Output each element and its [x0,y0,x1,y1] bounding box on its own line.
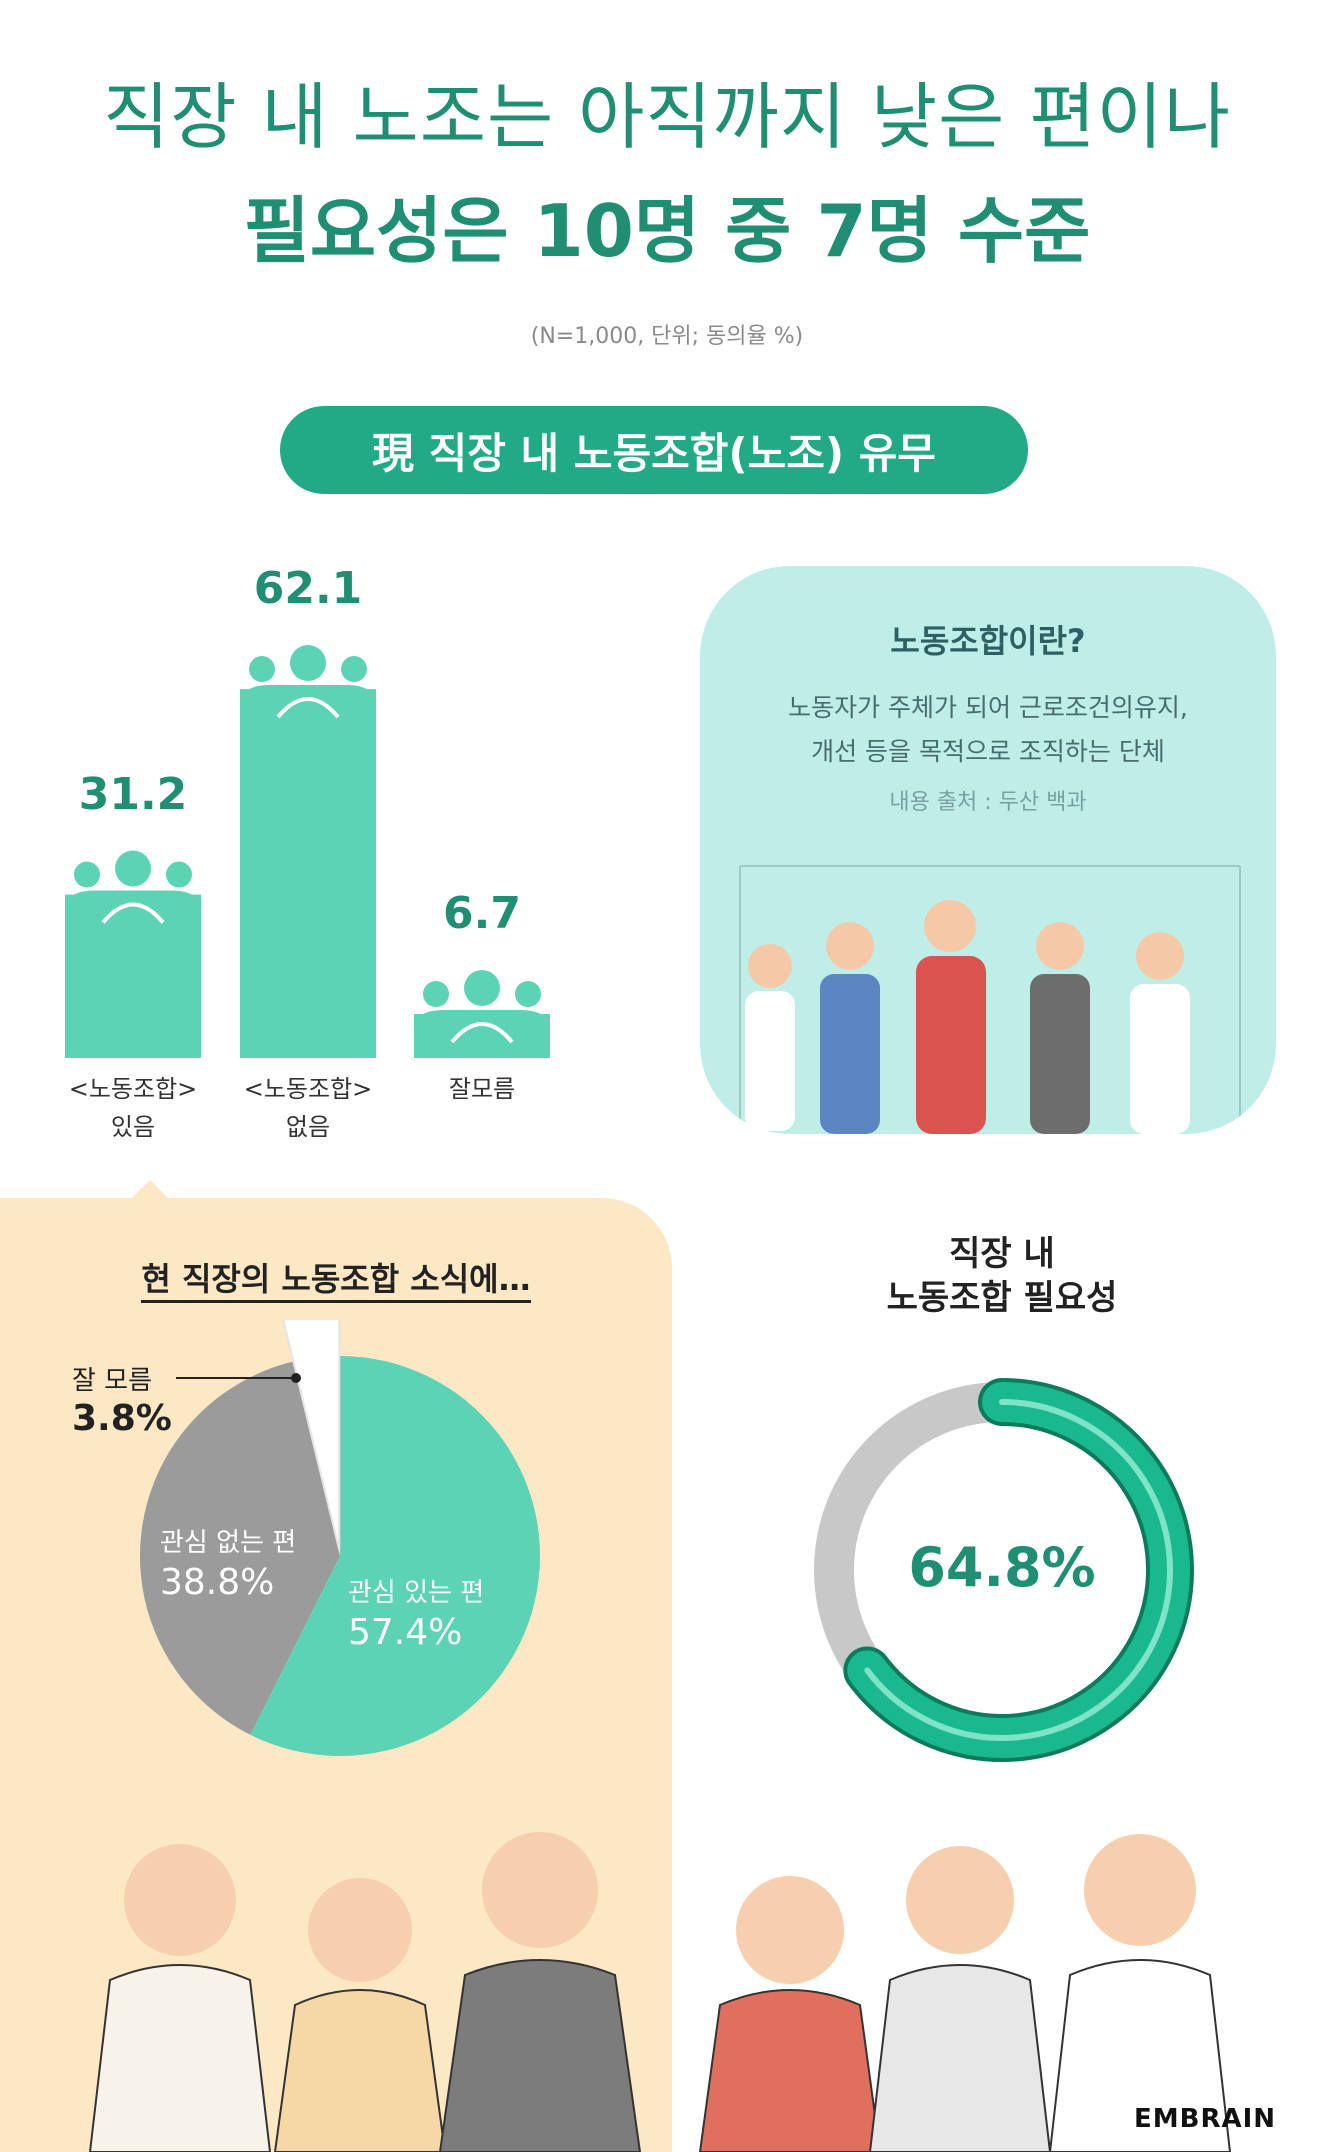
donut-value: 64.8% [908,1536,1096,1599]
pie-label-unknown: 잘 모름 [72,1366,153,1396]
pie-title-text: 현 직장의 노동조합 소식에… [141,1260,531,1303]
bar-category-line: <노동조합> [243,1075,373,1103]
headline-line2: 필요성은 10명 중 7명 수준 [243,189,1091,273]
bar-rect [240,689,376,1058]
definition-source: 내용 출처 : 두산 백과 [889,790,1087,815]
bar-category-label: 잘모름 [387,1070,577,1108]
pie-value-unknown: 3.8% [72,1398,172,1439]
definition-body: 노동자가 주체가 되어 근로조건의유지, 개선 등을 목적으로 조직하는 단체 [700,686,1276,774]
interest-pie-chart [140,1320,540,1756]
bar-category-line: 잘모름 [448,1075,516,1103]
bar-0 [65,850,201,1058]
thumbs-up-people-illustration [88,1832,1232,2152]
definition-line2: 개선 등을 목적으로 조직하는 단체 [811,737,1165,766]
donut-title-line2: 노동조합 필요성 [886,1278,1118,1318]
bar-category-label: <노동조합> 없음 [213,1070,403,1146]
pie-value-interested: 57.4% [348,1612,463,1653]
panel-pointer [120,1180,180,1210]
definition-title: 노동조합이란? [890,622,1086,660]
bar-value-label: 62.1 [253,563,363,615]
bar-value-label: 6.7 [443,888,521,939]
bar-category-line: 있음 [110,1113,156,1141]
union-presence-bar-chart [65,645,550,1058]
bar-2 [414,970,550,1058]
cheering-workers-illustration [739,865,1241,1134]
bar-rect [65,894,201,1058]
donut-title-line1: 직장 내 [949,1234,1055,1274]
pie-label-not-interested: 관심 없는 편 [160,1528,297,1558]
pie-title: 현 직장의 노동조합 소식에… [0,1254,672,1303]
survey-note: (N=1,000, 단위; 동의율 %) [530,324,804,349]
union-definition-bubble: 노동조합이란? 노동자가 주체가 되어 근로조건의유지, 개선 등을 목적으로 … [700,566,1276,1134]
pie-slice-1 [140,1361,340,1735]
bar-1 [240,645,376,1058]
headline-line1: 직장 내 노조는 아직까지 낮은 편이나 [102,75,1232,159]
section-pill: 現 직장 내 노동조합(노조) 유무 [280,406,1028,494]
brand-logo: EMBRAIN [1134,2104,1277,2134]
bar-category-label: <노동조합> 있음 [38,1070,228,1146]
donut-title: 직장 내 노동조합 필요성 [792,1232,1212,1320]
bar-value-label: 31.2 [78,768,188,820]
pie-label-interested: 관심 있는 편 [348,1578,485,1608]
bar-category-line: <노동조합> [68,1075,198,1103]
definition-line1: 노동자가 주체가 되어 근로조건의유지, [788,693,1188,722]
necessity-donut-chart [814,1378,1194,1762]
pie-value-not-interested: 38.8% [160,1562,275,1603]
pie-leader-line [176,1373,301,1383]
bar-category-line: 없음 [285,1113,331,1141]
donut-arc-highlight [864,1399,1173,1741]
pie-slice-0 [250,1356,540,1756]
